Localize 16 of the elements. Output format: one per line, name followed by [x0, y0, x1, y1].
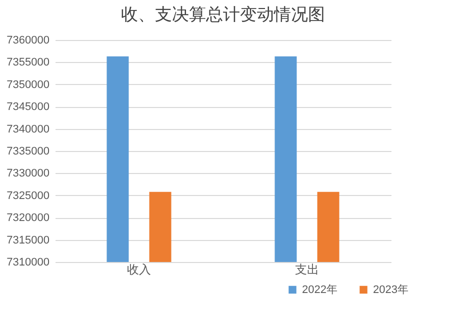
- y-tick-label: 7330000: [6, 168, 50, 180]
- y-tick-label: 7350000: [6, 78, 50, 91]
- y-tick-label: 7320000: [6, 212, 50, 224]
- y-tick-label: 7355000: [6, 56, 50, 69]
- legend-label: 2023年: [373, 284, 408, 296]
- y-tick-label: 7335000: [6, 146, 50, 158]
- y-tick-label: 7310000: [6, 256, 50, 268]
- y-tick-label: 7340000: [6, 123, 50, 136]
- chart-title: 收、支决算总计变动情况图: [121, 5, 325, 24]
- x-tick-label: 支出: [295, 262, 319, 276]
- y-tick-label: 7315000: [6, 234, 50, 246]
- y-tick-label: 7360000: [6, 34, 50, 46]
- y-tick-label: 7325000: [6, 190, 50, 202]
- x-tick-label: 收入: [127, 262, 151, 276]
- legend-label: 2022年: [302, 284, 338, 296]
- y-tick-label: 7345000: [6, 101, 50, 114]
